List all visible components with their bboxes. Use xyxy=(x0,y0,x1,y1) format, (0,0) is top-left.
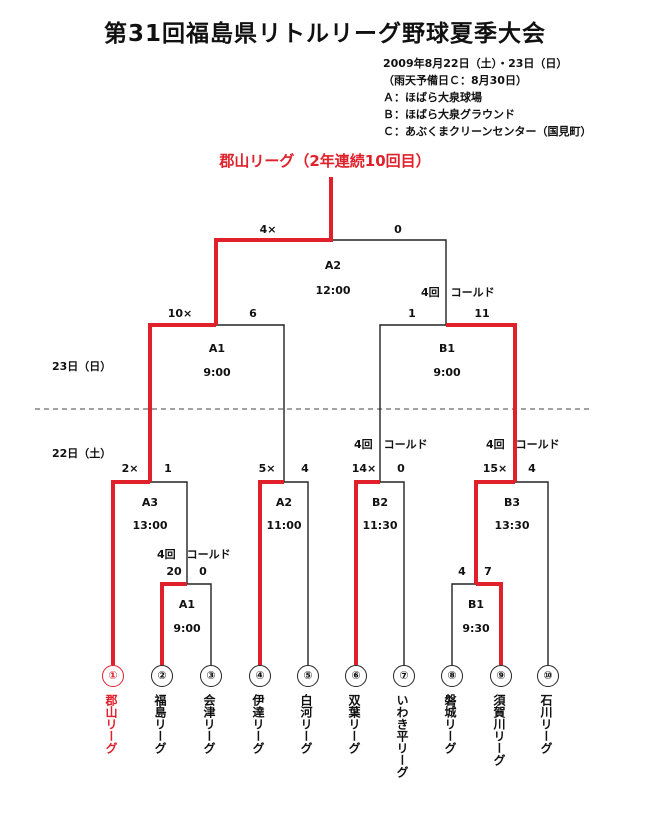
score-qf1-left: 2× xyxy=(121,462,139,475)
note-qf3: 4回 コールド xyxy=(354,438,428,451)
team-number-9: ⑨ xyxy=(490,665,512,687)
team-name-8: 磐城リーグ xyxy=(443,694,457,754)
win-path-semi-left xyxy=(148,323,216,482)
score-qf3-left: 14× xyxy=(351,462,377,475)
info-venue-b: Ｂ：ほばら大泉グラウンド xyxy=(383,108,515,121)
champion-label: 郡山リーグ（2年連続10回目） xyxy=(219,152,431,170)
team-number-5: ⑤ xyxy=(297,665,319,687)
team-name-2: 福島リーグ xyxy=(153,694,167,754)
time-qf3: 11:30 xyxy=(362,519,398,532)
win-path-r1b xyxy=(476,582,503,665)
win-path-qf2 xyxy=(258,480,284,665)
score-r1a-right: 0 xyxy=(199,565,207,578)
score-qf4-left: 15× xyxy=(482,462,508,475)
team-number-3: ③ xyxy=(200,665,222,687)
team-number-10: ⑩ xyxy=(537,665,559,687)
team-name-6: 双葉リーグ xyxy=(347,694,361,754)
venue-qf4: B3 xyxy=(503,496,521,509)
score-semi-left-left: 10× xyxy=(167,307,193,320)
score-qf2-left: 5× xyxy=(258,462,276,475)
tournament-info: 2009年8月22日（土）・23日（日） （雨天予備日Ｃ：8月30日） Ａ：ほば… xyxy=(383,55,591,140)
team-name-10: 石川リーグ xyxy=(539,694,553,754)
venue-r1b: B1 xyxy=(467,598,485,611)
info-rain-date: （雨天予備日Ｃ：8月30日） xyxy=(383,74,527,87)
venue-r1a: A1 xyxy=(178,598,196,611)
time-r1b: 9:30 xyxy=(462,622,490,635)
time-final: 12:00 xyxy=(315,284,351,297)
team-name-4: 伊達リーグ xyxy=(251,694,265,754)
score-final-left: 4× xyxy=(259,223,277,236)
win-path-final xyxy=(214,177,333,325)
venue-semi-right: B1 xyxy=(438,342,456,355)
note-r1a: 4回 コールド xyxy=(157,548,231,561)
time-qf1: 13:00 xyxy=(132,519,168,532)
score-r1b-left: 4 xyxy=(458,565,466,578)
score-qf1-right: 1 xyxy=(164,462,172,475)
score-final-right: 0 xyxy=(394,223,402,236)
day-label-23: 23日（日） xyxy=(52,360,112,373)
team-number-7: ⑦ xyxy=(393,665,415,687)
score-qf3-right: 0 xyxy=(397,462,405,475)
time-semi-left: 9:00 xyxy=(203,366,231,379)
page-title: 第31回福島県リトルリーグ野球夏季大会 xyxy=(103,21,546,47)
score-semi-right-left: 1 xyxy=(408,307,416,320)
time-qf2: 11:00 xyxy=(266,519,302,532)
team-name-5: 白河リーグ xyxy=(299,694,313,754)
team-name-3: 会津リーグ xyxy=(202,694,216,754)
note-final: 4回 コールド xyxy=(421,286,495,299)
info-venue-a: Ａ：ほばら大泉球場 xyxy=(383,91,482,104)
note-qf4: 4回 コールド xyxy=(486,438,560,451)
win-path-qf4 xyxy=(474,480,515,584)
venue-qf3: B2 xyxy=(371,496,389,509)
venue-final: A2 xyxy=(324,259,342,272)
team-number-4: ④ xyxy=(249,665,271,687)
venue-semi-left: A1 xyxy=(208,342,226,355)
win-path-qf3 xyxy=(354,480,380,665)
score-semi-right-right: 11 xyxy=(474,307,490,320)
team-number-1: ① xyxy=(102,665,124,687)
team-number-8: ⑧ xyxy=(441,665,463,687)
score-qf2-right: 4 xyxy=(301,462,309,475)
team-name-9: 須賀川リーグ xyxy=(492,694,506,766)
time-qf4: 13:30 xyxy=(494,519,530,532)
bracket-qf3 xyxy=(355,481,405,665)
venue-qf2: A2 xyxy=(275,496,293,509)
venue-qf1: A3 xyxy=(141,496,159,509)
team-name-7: いわき平リーグ xyxy=(395,694,409,778)
info-venue-c: Ｃ：あぶくまクリーンセンター（国見町） xyxy=(383,125,592,138)
score-r1a-left: 20 xyxy=(166,565,182,578)
info-dates: 2009年8月22日（土）・23日（日） xyxy=(383,57,568,70)
win-path-qf1 xyxy=(111,480,150,665)
day-label-22: 22日（土） xyxy=(52,447,112,460)
win-path-semi-right xyxy=(446,323,517,482)
team-number-2: ② xyxy=(151,665,173,687)
time-r1a: 9:00 xyxy=(173,622,201,635)
bracket-qf2 xyxy=(259,481,309,665)
score-r1b-right: 7 xyxy=(484,565,492,578)
time-semi-right: 9:00 xyxy=(433,366,461,379)
team-number-6: ⑥ xyxy=(345,665,367,687)
score-semi-left-right: 6 xyxy=(249,307,257,320)
score-qf4-right: 4 xyxy=(528,462,536,475)
win-path-r1a xyxy=(160,582,187,665)
team-name-1: 郡山リーグ xyxy=(104,694,118,754)
